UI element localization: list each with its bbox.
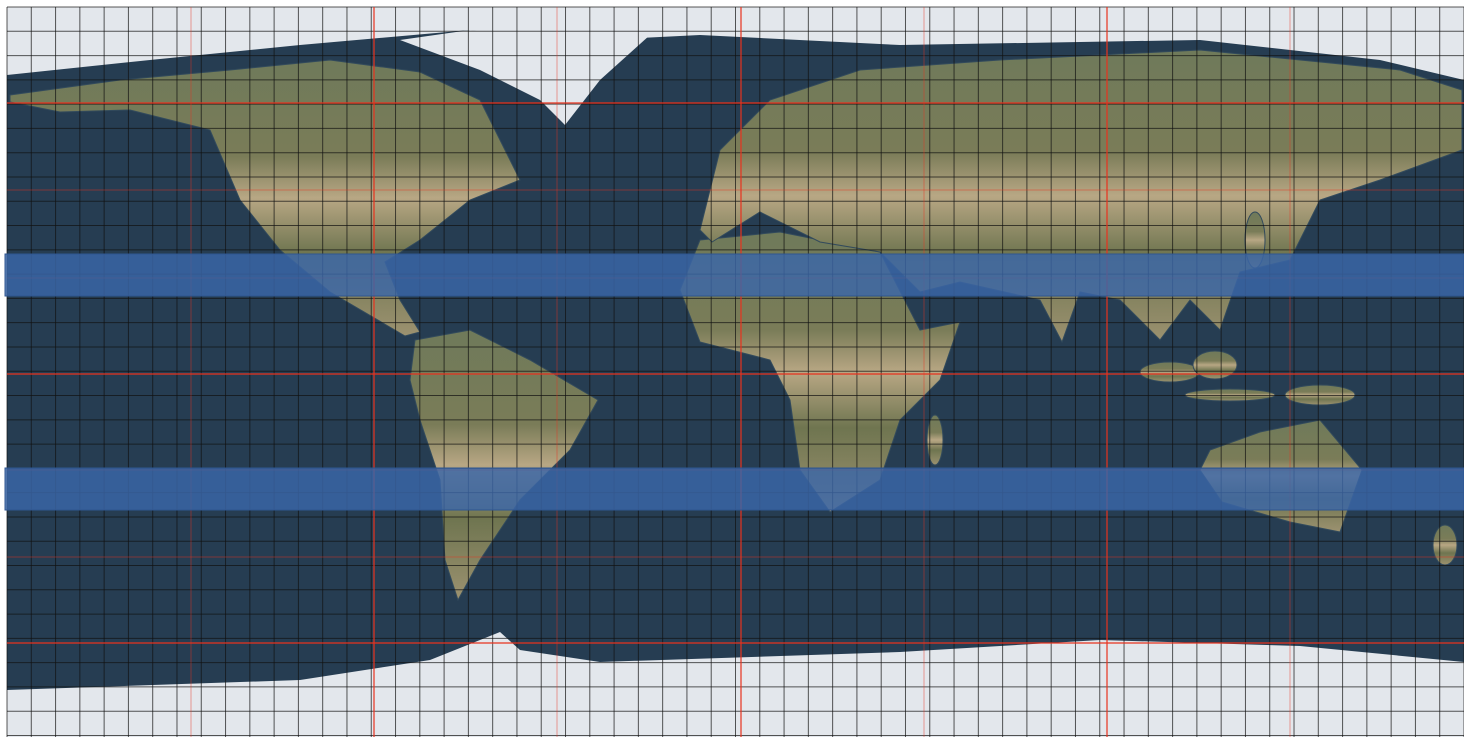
band [4, 253, 1464, 297]
greenland [400, 30, 650, 125]
grid [6, 6, 1464, 737]
island [1432, 524, 1458, 566]
band [4, 467, 1464, 511]
island [926, 414, 944, 466]
highlight-bands [4, 253, 1464, 511]
island [1139, 361, 1201, 383]
island [1184, 388, 1276, 402]
island [1192, 350, 1238, 380]
north-america [9, 59, 521, 337]
island [1284, 384, 1356, 406]
